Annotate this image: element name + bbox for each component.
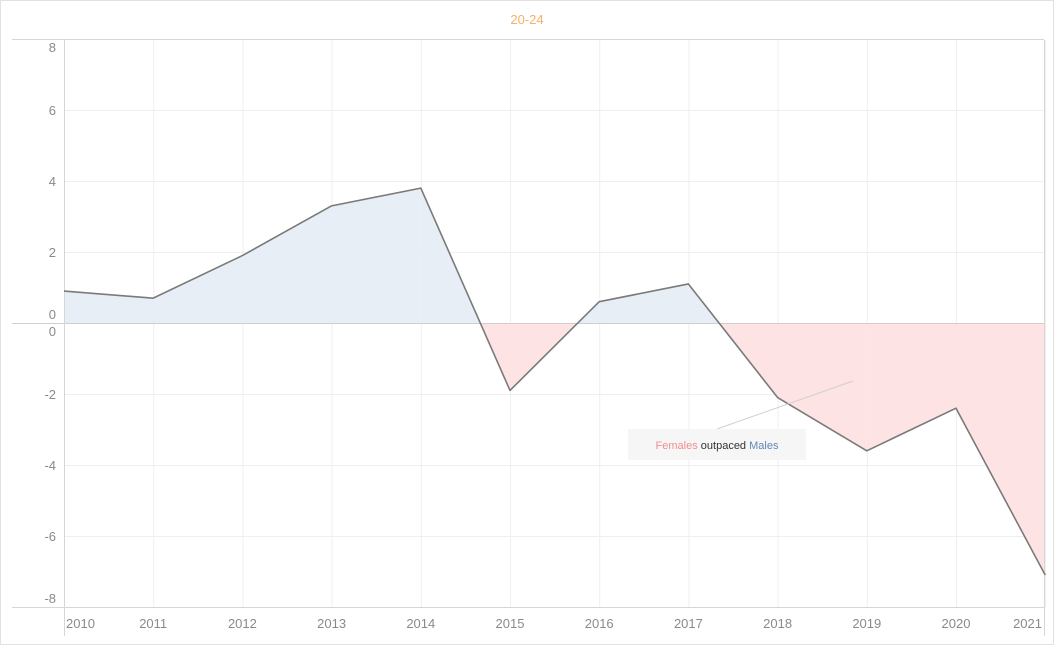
area-fill-positive (331, 188, 421, 323)
annotation-box (628, 429, 806, 460)
y-tick-label: 4 (49, 174, 56, 189)
series-line (63, 187, 1046, 576)
x-tick-label: 2019 (852, 616, 881, 631)
y-tick-label: -4 (44, 458, 56, 473)
area-fill-positive (599, 283, 689, 323)
area-fill-negative (956, 323, 1046, 576)
x-tick-label: 2012 (228, 616, 257, 631)
annotation: Females outpaced Males (628, 380, 854, 460)
y-tick-label: 2 (49, 245, 56, 260)
tick-labels: 8 6 4 2 0 0 -2 -4 -6 -8 2010 2011 2012 2013 2014 2015 20… (44, 40, 1042, 631)
annotation-females: Females (656, 440, 699, 452)
annotation-text: Females outpaced Males (656, 440, 779, 452)
y-tick-label: -6 (44, 529, 56, 544)
y-tick-label: 6 (49, 103, 56, 118)
axes (12, 39, 1045, 636)
x-tick-label: 2010 (66, 616, 95, 631)
x-tick-label: 2018 (763, 616, 792, 631)
x-tick-label: 2013 (317, 616, 346, 631)
annotation-leader-line (716, 380, 854, 430)
area-fill-positive (242, 205, 332, 323)
y-tick-label: 0 (49, 307, 56, 322)
annotation-outpaced: outpaced (698, 440, 749, 452)
y-tick-label: -8 (44, 591, 56, 606)
y-tick-label: 0 (49, 324, 56, 339)
area-fill-positive (64, 291, 154, 323)
x-tick-label: 2021 (1013, 616, 1042, 631)
x-tick-label: 2017 (674, 616, 703, 631)
x-tick-label: 2011 (139, 616, 167, 631)
x-tick-label: 2014 (406, 616, 435, 631)
area-fills (64, 188, 1046, 576)
x-tick-label: 2020 (942, 616, 971, 631)
area-fill-negative (777, 323, 867, 451)
y-tick-label: -2 (44, 387, 56, 402)
area-fill-negative (866, 323, 956, 451)
series-line-path (63, 187, 1046, 576)
area-fill-positive (153, 255, 243, 323)
annotation-males: Males (749, 440, 779, 452)
y-tick-label: 8 (49, 40, 56, 55)
x-tick-label: 2016 (585, 616, 614, 631)
chart-title: 20-24 (510, 12, 544, 27)
x-tick-label: 2015 (496, 616, 525, 631)
